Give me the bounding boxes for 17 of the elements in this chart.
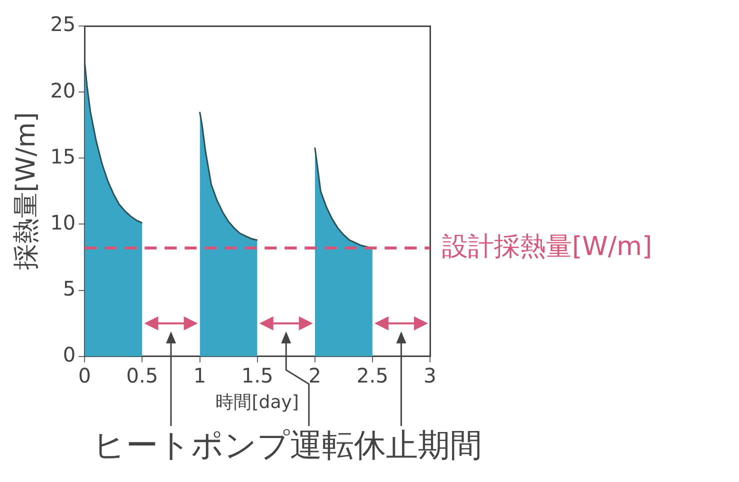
ref-line-label: 設計採熱量[W/m] [442, 232, 652, 262]
y-tick-label: 15 [50, 144, 76, 168]
y-tick-label: 0 [62, 342, 76, 367]
x-tick-label: 1.5 [241, 364, 274, 388]
x-tick-label: 0.5 [126, 364, 158, 388]
text: ヒートポンプ運転休止期間 [93, 426, 482, 464]
y-tick-label: 5 [62, 276, 76, 301]
y-tick-label: 10 [50, 210, 76, 234]
y-tick-label: 25 [50, 12, 76, 36]
x-tick-label: 2 [308, 364, 322, 388]
x-axis-title: 時間[day] [216, 392, 299, 413]
x-tick-label: 1 [193, 364, 206, 388]
x-tick-label: 3 [424, 364, 436, 388]
x-tick-label: 0 [78, 364, 92, 388]
y-tick-label: 20 [50, 78, 76, 102]
x-tick-label: 2.5 [356, 364, 388, 388]
y-axis-title: 採熱量[W/m] [11, 112, 42, 270]
